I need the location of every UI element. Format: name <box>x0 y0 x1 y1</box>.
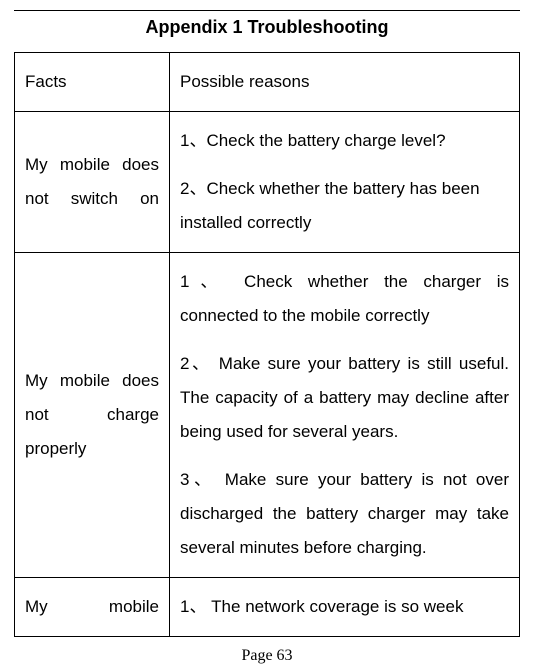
reasons-cell: 1、Check the battery charge level? 2、Chec… <box>170 112 520 253</box>
reason-item: 1、 Check whether the charger is connecte… <box>180 265 509 333</box>
troubleshooting-table: Facts Possible reasons My mobile does no… <box>14 52 520 637</box>
reason-item: 3、 Make sure your battery is not over di… <box>180 463 509 565</box>
table-row: My mobile 1、 The network coverage is so … <box>15 578 520 637</box>
fact-cell: My mobile <box>15 578 170 637</box>
reason-item: 2、Check whether the battery has been ins… <box>180 172 509 240</box>
table-row: My mobile does not switch on 1、Check the… <box>15 112 520 253</box>
fact-cell: My mobile does not charge properly <box>15 253 170 578</box>
header-facts: Facts <box>15 53 170 112</box>
reason-item: 1、 The network coverage is so week <box>180 590 509 624</box>
reasons-cell: 1、 The network coverage is so week <box>170 578 520 637</box>
reasons-cell: 1、 Check whether the charger is connecte… <box>170 253 520 578</box>
appendix-title: Appendix 1 Troubleshooting <box>14 17 520 38</box>
table-header-row: Facts Possible reasons <box>15 53 520 112</box>
fact-cell: My mobile does not switch on <box>15 112 170 253</box>
table-row: My mobile does not charge properly 1、 Ch… <box>15 253 520 578</box>
reason-item: 1、Check the battery charge level? <box>180 124 509 158</box>
header-reasons: Possible reasons <box>170 53 520 112</box>
top-rule <box>14 10 520 11</box>
reason-item: 2、 Make sure your battery is still usefu… <box>180 347 509 449</box>
page: Appendix 1 Troubleshooting Facts Possibl… <box>0 0 534 650</box>
